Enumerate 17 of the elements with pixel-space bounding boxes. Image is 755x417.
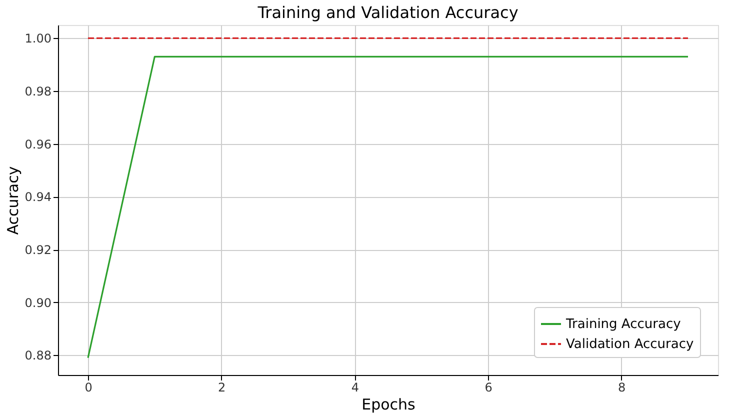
legend-label: Validation Accuracy — [566, 337, 694, 352]
y-axis-title: Accuracy — [4, 166, 22, 235]
chart-title: Training and Validation Accuracy — [256, 3, 518, 22]
y-tick-label: 0.94 — [24, 190, 52, 204]
y-tick-label: 0.98 — [24, 84, 52, 99]
x-tick-label: 4 — [351, 380, 359, 394]
x-axis-title: Epochs — [362, 396, 416, 414]
y-tick-label: 0.92 — [24, 243, 52, 258]
x-tick-label: 2 — [218, 380, 226, 394]
y-tick-label: 0.96 — [24, 137, 52, 152]
y-tick-label: 0.88 — [24, 348, 52, 363]
x-tick-label: 6 — [484, 380, 492, 394]
y-tick-label: 1.00 — [24, 32, 52, 46]
legend-label: Training Accuracy — [565, 317, 682, 332]
x-tick-label: 0 — [84, 380, 92, 394]
y-tick-label: 0.90 — [24, 296, 52, 310]
x-tick-label: 8 — [618, 380, 626, 394]
